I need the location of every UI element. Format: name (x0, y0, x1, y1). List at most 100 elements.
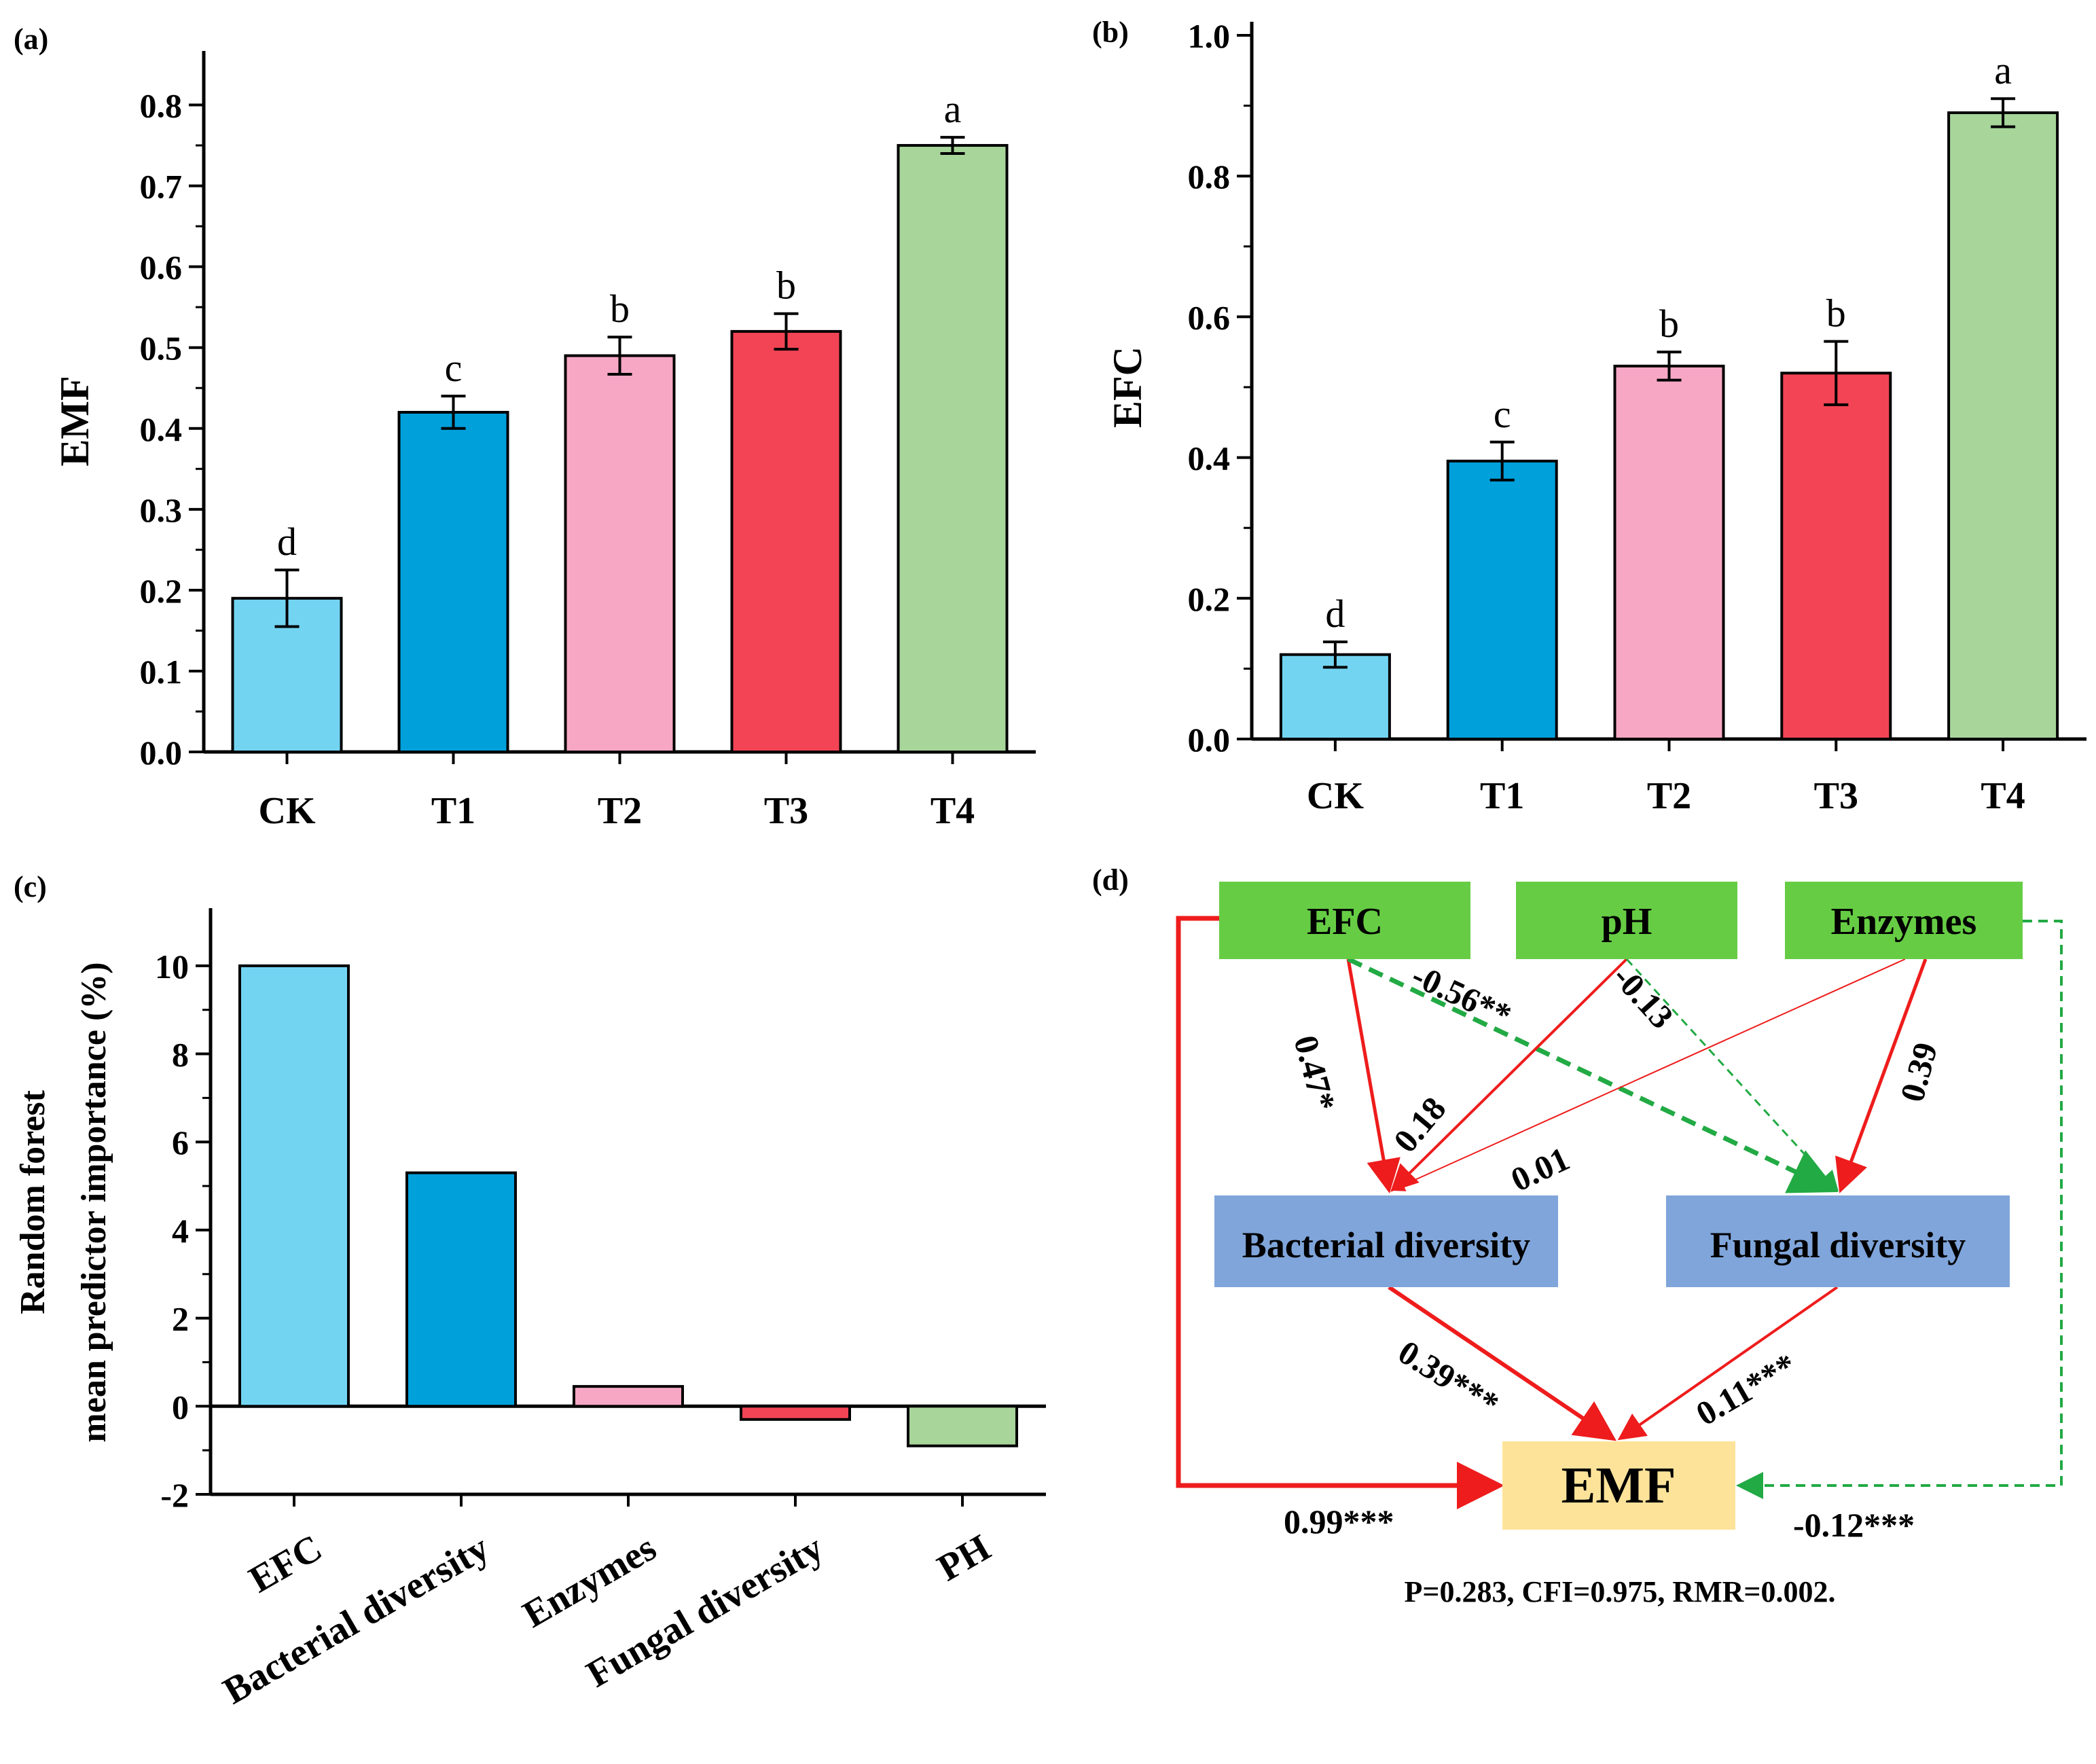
sem-node-ph: pH (1516, 882, 1737, 959)
sem-node-enzymes-label: Enzymes (1831, 901, 1977, 943)
panel-b-bar-3 (1780, 372, 1892, 740)
sem-node-ph-label: pH (1602, 901, 1652, 943)
panel-c-label: (c) (14, 870, 47, 903)
panel-c-ytick-label-0: -2 (160, 1476, 189, 1514)
sem-node-emf-label: EMF (1561, 1457, 1676, 1514)
panel-c-ytick-label-2: 2 (172, 1300, 189, 1338)
panel-a-ytick-label-6: 0.6 (140, 249, 183, 287)
panel-b-letter-4: a (1994, 48, 2012, 92)
panel-b-xlabel-0: CK (1307, 775, 1364, 817)
panel-a-xlabel-2: T2 (598, 790, 642, 832)
sem-node-efc: EFC (1219, 882, 1470, 959)
path-enzymes-fungal (1835, 958, 1928, 1193)
panel-a-label: (a) (14, 22, 48, 56)
panel-b-bar-0 (1279, 653, 1391, 740)
panel-b-label: (b) (1092, 16, 1129, 49)
panel-c-ytick-label-1: 0 (172, 1388, 189, 1426)
panel-b-ytick-label-4: 0.8 (1188, 158, 1231, 196)
panel-b-letter-3: b (1826, 291, 1846, 336)
path-bacterial-emf (1388, 1285, 1616, 1441)
panel-a-xlabel-0: CK (259, 790, 316, 832)
panel-b: (b) EFC 0.0 0.2 0.4 0.6 0.8 1.0 CK T1 T2 T3 T4 d c b… (1092, 16, 2086, 817)
panel-a-bar-3 (730, 329, 842, 753)
sem-node-bacterial-label: Bacterial diversity (1242, 1225, 1530, 1265)
panel-c-ytick-label-6: 10 (155, 948, 189, 986)
panel-c-xlabel-1: Bacterial diversity (216, 1527, 496, 1713)
sem-paths (1176, 916, 2063, 1509)
sem-node-bacterial-box (1214, 1195, 1558, 1287)
panel-a-xlabel-3: T3 (764, 790, 808, 832)
coef-fungal-emf: 0.11*** (1690, 1346, 1803, 1433)
panel-d-label: (d) (1092, 863, 1129, 897)
panel-a-ytick-label-4: 0.4 (140, 410, 183, 448)
panel-b-bar-1 (1446, 459, 1558, 741)
panel-a-ytick-label-2: 0.2 (140, 572, 183, 610)
sem-node-efc-label: EFC (1307, 901, 1383, 943)
sem-node-fungal-label: Fungal diversity (1710, 1225, 1966, 1265)
path-enzymes-bacterial (1391, 958, 1906, 1191)
coef-efc-emf: 0.99*** (1284, 1502, 1394, 1541)
coef-efc-bacterial: 0.47* (1286, 1031, 1343, 1115)
panel-b-xlabel-4: T4 (1981, 775, 2025, 817)
panel-a-bar-2 (564, 354, 676, 753)
path-efc-emf (1176, 916, 1504, 1509)
sem-node-ph-box (1516, 882, 1737, 959)
sem-node-bacterial: Bacterial diversity (1214, 1195, 1558, 1287)
panel-a-letter-4: a (944, 87, 962, 131)
sem-node-enzymes: Enzymes (1785, 882, 2023, 959)
panel-a-letter-2: b (610, 287, 630, 331)
panel-a-ytick-label-5: 0.5 (140, 329, 183, 367)
sem-fit-indices: P=0.283, CFI=0.975, RMR=0.002. (1405, 1575, 1836, 1608)
panel-b-xlabel-2: T2 (1647, 775, 1691, 817)
panel-b-xlabel-3: T3 (1814, 775, 1858, 817)
coef-enzymes-emf: -0.12*** (1793, 1506, 1915, 1544)
panel-a-letter-1: c (445, 346, 463, 390)
panel-a-xlabel-4: T4 (930, 790, 975, 832)
panel-c-bar-4 (907, 1405, 1018, 1447)
panel-a-ylabel: EMF (52, 376, 97, 466)
panel-c-xlabel-2: Enzymes (516, 1527, 664, 1636)
sem-node-enzymes-box (1785, 882, 2023, 959)
panel-a-letter-0: d (277, 520, 297, 564)
panel-c-bar-2 (573, 1385, 684, 1408)
panel-c-ytick-label-4: 6 (172, 1123, 189, 1162)
panel-a-xlabel-1: T1 (431, 790, 475, 832)
panel-b-axes: 0.0 0.2 0.4 0.6 0.8 1.0 CK T1 T2 T3 T4 (1188, 17, 2086, 817)
panel-a-bar-4 (897, 144, 1009, 753)
coef-bacterial-emf: 0.39*** (1392, 1333, 1505, 1424)
panel-c-xlabel-4: PH (930, 1527, 997, 1590)
path-efc-bacterial (1346, 958, 1401, 1193)
panel-c-ytick-label-5: 8 (172, 1036, 189, 1074)
path-fungal-emf (1617, 1286, 1839, 1441)
panel-b-letter-1: c (1494, 392, 1511, 436)
path-efc-fungal (1347, 956, 1839, 1193)
panel-c-xlabel-0: EFC (242, 1527, 329, 1602)
panel-a-ytick-label-7: 0.7 (140, 168, 183, 206)
panel-b-ytick-label-2: 0.4 (1188, 439, 1231, 478)
panel-c-bar-3 (740, 1405, 851, 1421)
panel-b-bars: d c b b a (1279, 48, 2059, 741)
sem-node-fungal-box (1666, 1195, 2010, 1287)
sem-node-efc-box (1219, 882, 1470, 959)
panel-b-bar-4 (1947, 111, 2059, 740)
panel-a-axes: 0.0 0.1 0.2 0.3 0.4 0.5 0.6 0.7 0.8 CK T1 T2 T3 T4 (140, 51, 1036, 832)
coef-ph-bacterial: 0.18 (1386, 1090, 1453, 1159)
panel-a-ytick-label-1: 0.1 (140, 653, 183, 691)
panel-b-letter-2: b (1659, 302, 1679, 346)
path-enzymes-emf (1736, 920, 2063, 1499)
panel-c-ytick-label-3: 4 (172, 1212, 189, 1250)
path-ph-bacterial (1390, 958, 1628, 1192)
panel-b-letter-0: d (1325, 592, 1345, 636)
panel-a-ytick-label-8: 0.8 (140, 87, 183, 125)
panel-a-ytick-label-0: 0.0 (140, 734, 183, 772)
panel-b-ytick-label-3: 0.6 (1188, 298, 1231, 336)
panel-a-ytick-label-3: 0.3 (140, 491, 183, 529)
path-ph-fungal (1625, 958, 1839, 1192)
panel-b-xlabel-1: T1 (1480, 775, 1524, 817)
panel-a-bar-1 (397, 410, 509, 753)
panel-a-bars: d c b b a (231, 87, 1009, 753)
panel-c-ylabel-line1: Random forest (14, 1090, 52, 1314)
panel-c: (c) Random forest mean predictor importa… (14, 870, 1046, 1712)
panel-b-ytick-label-1: 0.2 (1188, 580, 1231, 618)
